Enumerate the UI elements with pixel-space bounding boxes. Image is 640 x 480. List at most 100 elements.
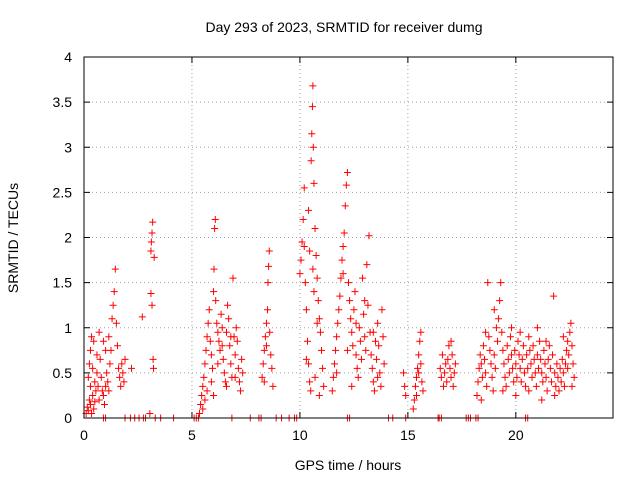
data-point — [264, 306, 272, 314]
data-point — [116, 373, 124, 381]
data-point — [311, 224, 319, 232]
data-point — [262, 342, 270, 350]
data-point — [551, 391, 559, 399]
data-point — [514, 337, 522, 345]
data-point — [237, 387, 245, 395]
data-point — [97, 373, 105, 381]
data-point — [108, 315, 116, 323]
data-point — [307, 387, 315, 395]
data-point — [316, 328, 324, 336]
data-point — [558, 355, 566, 363]
data-point — [524, 364, 532, 372]
data-point — [264, 279, 272, 287]
data-point — [495, 315, 503, 323]
data-point — [214, 328, 222, 336]
data-point — [330, 360, 338, 368]
data-point — [89, 364, 97, 372]
y-tick-label: 3 — [64, 139, 72, 155]
data-point — [552, 382, 560, 390]
data-point — [119, 369, 127, 377]
data-point — [328, 387, 336, 395]
data-point — [302, 355, 310, 363]
x-tick-label: 0 — [80, 427, 88, 443]
data-point — [504, 355, 512, 363]
data-point — [362, 346, 370, 354]
data-point — [522, 382, 530, 390]
data-point — [402, 391, 410, 399]
data-point — [300, 243, 308, 251]
data-point — [88, 333, 96, 341]
data-point — [201, 360, 209, 368]
data-point — [308, 103, 316, 111]
data-point — [261, 333, 269, 341]
data-point — [369, 378, 377, 386]
axis-ticks: 0 5 10 15 20 0 0.5 1 1.5 2 2.5 3 3.5 4 — [53, 49, 613, 443]
data-point — [527, 360, 535, 368]
data-point — [546, 364, 554, 372]
data-point — [354, 373, 362, 381]
data-point — [150, 253, 158, 261]
data-point — [310, 288, 318, 296]
data-point — [103, 369, 111, 377]
data-point — [102, 346, 110, 354]
data-point — [509, 364, 517, 372]
data-point — [333, 369, 341, 377]
data-point — [508, 351, 516, 359]
data-point — [502, 382, 510, 390]
data-point — [232, 324, 240, 332]
data-point — [91, 398, 99, 406]
data-point — [106, 360, 114, 368]
x-tick-label: 20 — [508, 427, 524, 443]
data-point — [553, 360, 561, 368]
data-point — [315, 315, 323, 323]
data-point — [101, 400, 109, 408]
data-point — [551, 369, 559, 377]
data-point — [515, 351, 523, 359]
data-point — [224, 301, 232, 309]
data-point — [198, 391, 206, 399]
data-point — [523, 351, 531, 359]
data-point — [364, 301, 372, 309]
data-point — [492, 324, 500, 332]
data-point — [350, 306, 358, 314]
y-tick-label: 2.5 — [53, 184, 73, 200]
data-point — [415, 351, 423, 359]
data-point — [530, 355, 538, 363]
data-point — [349, 342, 357, 350]
data-point — [343, 346, 351, 354]
data-point — [365, 232, 373, 240]
data-point — [148, 301, 156, 309]
data-point — [265, 247, 273, 255]
data-point — [369, 328, 377, 336]
data-point — [561, 360, 569, 368]
data-point — [338, 256, 346, 264]
data-point — [120, 378, 128, 386]
data-point — [147, 238, 155, 246]
data-point — [315, 391, 323, 399]
data-point — [560, 382, 568, 390]
data-point — [544, 355, 552, 363]
data-point — [260, 378, 268, 386]
data-point — [233, 337, 241, 345]
data-point — [313, 274, 321, 282]
y-tick-label: 3.5 — [53, 94, 73, 110]
data-point — [305, 360, 313, 368]
data-point — [519, 342, 527, 350]
data-point — [112, 319, 120, 327]
data-point — [371, 337, 379, 345]
data-point — [416, 337, 424, 345]
data-point — [557, 378, 565, 386]
data-point — [341, 202, 349, 210]
y-axis-label: SRMTID / TECUs — [5, 183, 21, 293]
data-point — [128, 364, 136, 372]
data-point — [516, 328, 524, 336]
data-point — [258, 373, 266, 381]
data-point — [444, 355, 452, 363]
data-point — [95, 396, 103, 404]
data-point — [545, 342, 553, 350]
data-point — [499, 346, 507, 354]
data-point — [484, 279, 492, 287]
y-tick-label: 0 — [64, 410, 72, 426]
data-point — [99, 391, 107, 399]
y-tick-label: 1.5 — [53, 275, 73, 291]
